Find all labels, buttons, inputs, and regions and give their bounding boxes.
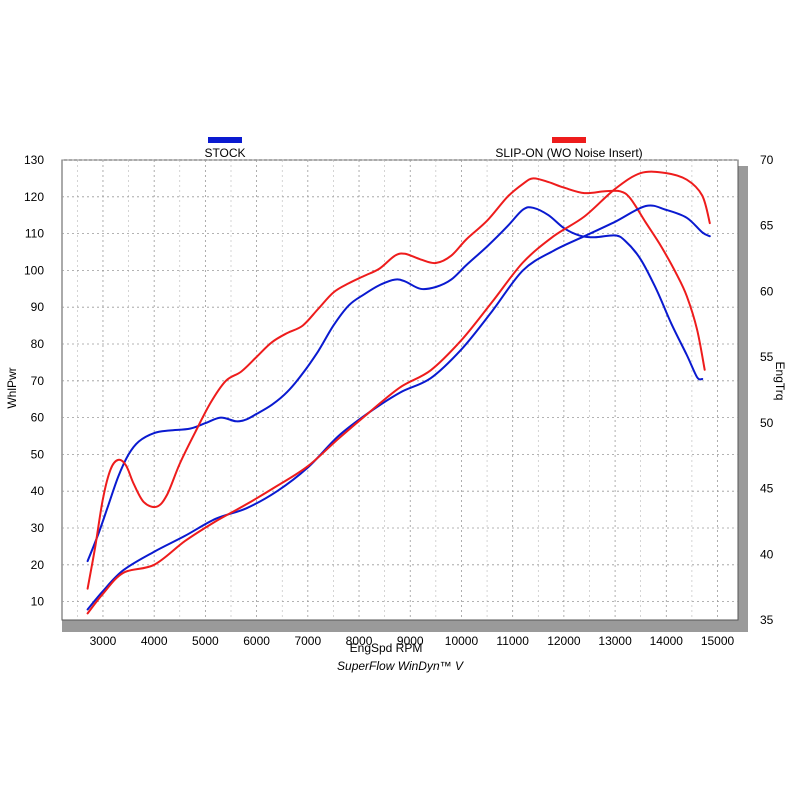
y-axis-right-title: EngTrq [773, 362, 787, 401]
y-left-tick-label: 20 [31, 558, 45, 572]
y-left-tick-label: 60 [31, 411, 45, 425]
software-caption: SuperFlow WinDyn™ V [337, 659, 464, 673]
grid [62, 159, 738, 620]
tick-layer: 3000 4000 5000 6000 7000 8000 9000 10000 11000 12… [24, 153, 774, 648]
slip-on-torque-line [86, 170, 711, 615]
series-layer [86, 170, 711, 615]
x-axis-title: EngSpd RPM [350, 641, 423, 655]
legend-swatch-slip-on [552, 137, 586, 143]
y-right-tick-label: 35 [760, 613, 774, 627]
legend-label-stock: STOCK [204, 146, 245, 160]
x-tick-label: 10000 [445, 634, 479, 648]
plot-frame [61, 159, 748, 632]
y-left-tick-label: 50 [31, 447, 45, 461]
x-tick-label: 9000 [397, 634, 424, 648]
y-right-tick-label: 40 [760, 547, 774, 561]
y-left-tick-label: 70 [31, 374, 45, 388]
stock-torque-line [86, 204, 711, 611]
stock-power-line [86, 206, 704, 563]
y-left-tick-label: 110 [25, 227, 44, 241]
x-tick-label: 15000 [701, 634, 735, 648]
x-tick-label: 12000 [547, 634, 581, 648]
y-left-tick-label: 40 [31, 484, 45, 498]
x-tick-label: 14000 [650, 634, 684, 648]
y-left-tick-label: 120 [24, 190, 44, 204]
plot-area [61, 159, 739, 621]
y-right-tick-label: 70 [760, 153, 774, 167]
legend-label-slip-on: SLIP-ON (WO Noise Insert) [495, 146, 642, 160]
y-right-tick-label: 55 [760, 350, 774, 364]
y-right-tick-label: 65 [760, 219, 774, 233]
y-left-tick-label: 10 [31, 595, 45, 609]
y-right-tick-label: 45 [760, 482, 774, 496]
x-tick-label: 4000 [141, 634, 168, 648]
y-left-tick-label: 100 [24, 263, 44, 277]
y-left-tick-label: 90 [31, 300, 45, 314]
y-right-tick-label: 50 [760, 416, 774, 430]
legend-swatch-stock [208, 137, 242, 143]
y-right-tick-label: 60 [760, 284, 774, 298]
x-tick-label: 3000 [90, 634, 117, 648]
x-tick-label: 8000 [346, 634, 373, 648]
y-left-tick-label: 30 [31, 521, 45, 535]
x-tick-label: 6000 [243, 634, 270, 648]
y-left-tick-label: 130 [24, 153, 44, 167]
x-tick-label: 11000 [496, 634, 529, 648]
frame-bottom-bar [62, 620, 748, 632]
x-tick-label: 13000 [598, 634, 632, 648]
x-tick-label: 5000 [192, 634, 219, 648]
y-axis-left-title: WhlPwr [5, 367, 19, 408]
frame-right-bar [738, 166, 748, 632]
x-tick-label: 7000 [294, 634, 321, 648]
legend: STOCK SLIP-ON (WO Noise Insert) [204, 137, 643, 160]
y-left-tick-label: 80 [31, 337, 45, 351]
